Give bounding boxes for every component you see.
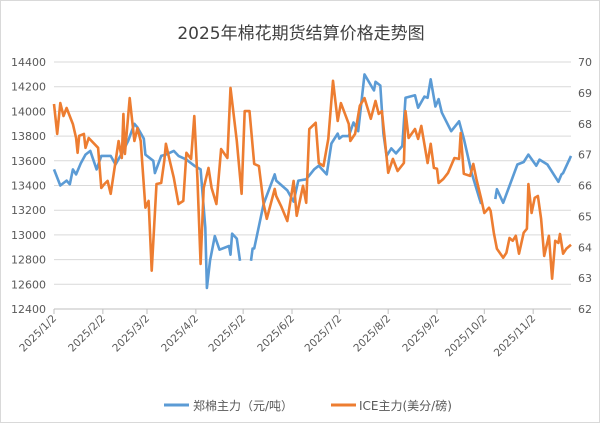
y-left-tick-label: 12600 [11, 278, 46, 291]
gridlines [54, 61, 571, 310]
legend: 郑棉主力（元/吨） ICE主力(美分/磅) [164, 398, 452, 413]
y-left-tick-label: 13000 [11, 229, 46, 242]
y-right-tick-label: 64 [578, 241, 592, 254]
legend-label-zhengzhou: 郑棉主力（元/吨） [193, 398, 293, 413]
y-left-tick-label: 12800 [11, 254, 46, 267]
y-left-tick-label: 13800 [11, 130, 46, 143]
x-tick-label: 2025/3/2 [110, 313, 152, 355]
y-right-tick-label: 66 [578, 180, 592, 193]
y-left-tick-label: 14200 [11, 81, 46, 94]
x-tick-label: 2025/11/2 [492, 313, 539, 360]
y-left-tick-label: 13400 [11, 180, 46, 193]
y-axis-right: 62 63 64 65 66 67 68 69 70 [578, 56, 592, 316]
y-axis-left: 12400 12600 12800 13000 13200 13400 13600 13800… [11, 56, 46, 316]
x-tick-label: 2025/1/2 [17, 313, 59, 355]
y-left-tick-label: 12400 [11, 303, 46, 316]
x-tick-label: 2025/5/2 [206, 313, 248, 355]
x-tick-label: 2025/2/2 [66, 313, 108, 355]
series-line-zhengzhou [52, 122, 242, 290]
y-left-tick-label: 14400 [11, 56, 46, 69]
x-tick-label: 2025/7/2 [303, 313, 345, 355]
x-tick-label: 2025/8/2 [351, 313, 393, 355]
legend-label-ice: ICE主力(美分/磅) [359, 398, 452, 413]
series-line-zhengzhou [494, 153, 573, 205]
x-tick-label: 2025/6/2 [255, 313, 297, 355]
chart-title: 2025年棉花期货结算价格走势图 [177, 24, 424, 44]
y-right-tick-label: 63 [578, 272, 592, 285]
x-tick-label: 2025/4/2 [159, 313, 201, 355]
series-lines [52, 73, 573, 290]
series-line-ice [52, 79, 572, 281]
y-right-tick-label: 65 [578, 210, 592, 223]
x-tick-label: 2025/9/2 [400, 313, 442, 355]
y-right-tick-label: 62 [578, 303, 592, 316]
x-axis: 2025/1/2 2025/2/2 2025/3/2 2025/4/2 2025/5/2… [17, 308, 571, 360]
y-left-tick-label: 13600 [11, 155, 46, 168]
y-right-tick-label: 70 [578, 56, 592, 69]
y-right-tick-label: 69 [578, 87, 592, 100]
y-left-tick-label: 13200 [11, 204, 46, 217]
y-left-tick-label: 14000 [11, 105, 46, 118]
y-right-tick-label: 67 [578, 149, 592, 162]
y-right-tick-label: 68 [578, 118, 592, 131]
x-tick-label: 2025/10/2 [443, 313, 490, 360]
